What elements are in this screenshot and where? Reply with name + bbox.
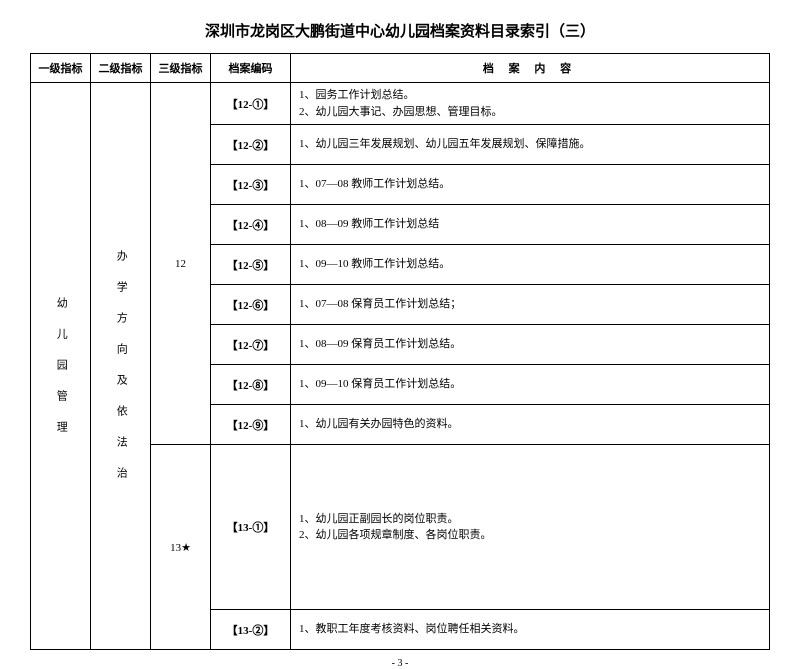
content-cell: 1、09—10 保育员工作计划总结。: [291, 365, 770, 405]
content-cell: 1、幼儿园三年发展规划、幼儿园五年发展规划、保障措施。: [291, 125, 770, 165]
code-cell: 【12-④】: [211, 205, 291, 245]
header-content: 档 案 内 容: [291, 54, 770, 83]
content-cell: 1、09—10 教师工作计划总结。: [291, 245, 770, 285]
level2-cell: 办 学 方 向 及 依 法 治: [91, 83, 151, 650]
code-cell: 【12-⑤】: [211, 245, 291, 285]
content-cell: 1、08—09 教师工作计划总结: [291, 205, 770, 245]
code-cell: 【12-⑥】: [211, 285, 291, 325]
header-level3: 三级指标: [151, 54, 211, 83]
code-cell: 【12-①】: [211, 83, 291, 125]
table-row: 幼 儿 园 管 理 办 学 方 向 及 依 法 治 12 【12-①】 1、园务…: [31, 83, 770, 125]
header-code: 档案编码: [211, 54, 291, 83]
level3b-cell: 13★: [151, 445, 211, 650]
content-cell: 1、08—09 保育员工作计划总结。: [291, 325, 770, 365]
code-cell: 【12-⑦】: [211, 325, 291, 365]
archive-table: 一级指标 二级指标 三级指标 档案编码 档 案 内 容 幼 儿 园 管 理 办 …: [30, 53, 770, 650]
content-cell: 1、幼儿园有关办园特色的资料。: [291, 405, 770, 445]
page-number: - 3 -: [30, 658, 770, 669]
content-cell: 1、幼儿园正副园长的岗位职责。2、幼儿园各项规章制度、各岗位职责。: [291, 445, 770, 610]
content-cell: 1、教职工年度考核资料、岗位聘任相关资料。: [291, 610, 770, 650]
code-cell: 【12-⑧】: [211, 365, 291, 405]
code-cell: 【13-①】: [211, 445, 291, 610]
code-cell: 【12-③】: [211, 165, 291, 205]
code-cell: 【12-⑨】: [211, 405, 291, 445]
code-cell: 【12-②】: [211, 125, 291, 165]
page-title: 深圳市龙岗区大鹏街道中心幼儿园档案资料目录索引（三）: [30, 20, 770, 41]
level1-cell: 幼 儿 园 管 理: [31, 83, 91, 650]
content-cell: 1、园务工作计划总结。2、幼儿园大事记、办园思想、管理目标。: [291, 83, 770, 125]
header-level2: 二级指标: [91, 54, 151, 83]
content-cell: 1、07—08 教师工作计划总结。: [291, 165, 770, 205]
content-cell: 1、07—08 保育员工作计划总结；: [291, 285, 770, 325]
header-level1: 一级指标: [31, 54, 91, 83]
table-header-row: 一级指标 二级指标 三级指标 档案编码 档 案 内 容: [31, 54, 770, 83]
level3a-cell: 12: [151, 83, 211, 445]
code-cell: 【13-②】: [211, 610, 291, 650]
